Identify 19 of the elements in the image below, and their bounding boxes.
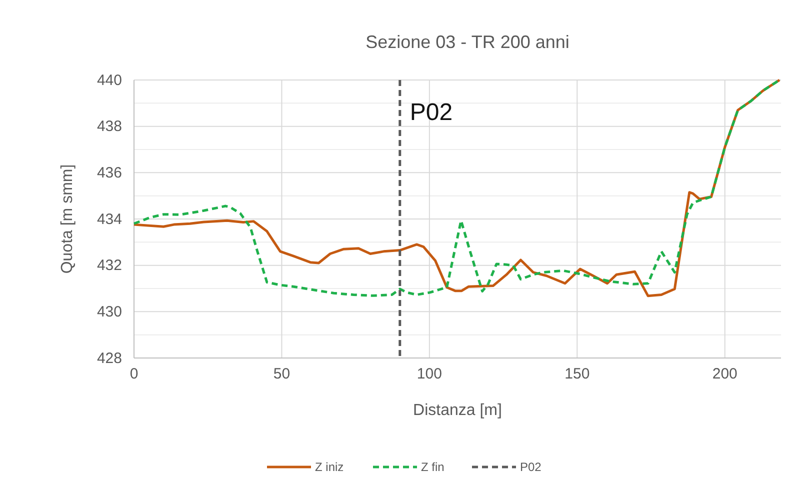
y-tick-label: 440 [96, 72, 122, 89]
y-tick-label: 438 [96, 118, 122, 136]
legend-label: Z fin [421, 460, 444, 474]
x-tick-label: 150 [564, 366, 590, 383]
y-tick-label: 434 [96, 210, 122, 228]
x-tick-label: 50 [273, 366, 290, 383]
x-tick-label: 0 [130, 366, 138, 383]
y-tick-label: 436 [96, 164, 122, 182]
x-tick-label: 200 [712, 366, 738, 383]
x-tick-label: 100 [416, 366, 442, 383]
y-tick-label: 428 [96, 350, 122, 367]
y-tick-label: 430 [96, 303, 122, 320]
text: P02 [520, 460, 542, 474]
x-axis-title: Distanza [m] [413, 402, 502, 419]
y-axis-title: Quota [m smm] [59, 164, 76, 274]
legend-label: Z iniz [315, 460, 344, 474]
y-tick-label: 432 [96, 257, 122, 274]
ref-line-label: P02 [410, 99, 453, 126]
chart-title: Sezione 03 - TR 200 anni [366, 32, 570, 52]
